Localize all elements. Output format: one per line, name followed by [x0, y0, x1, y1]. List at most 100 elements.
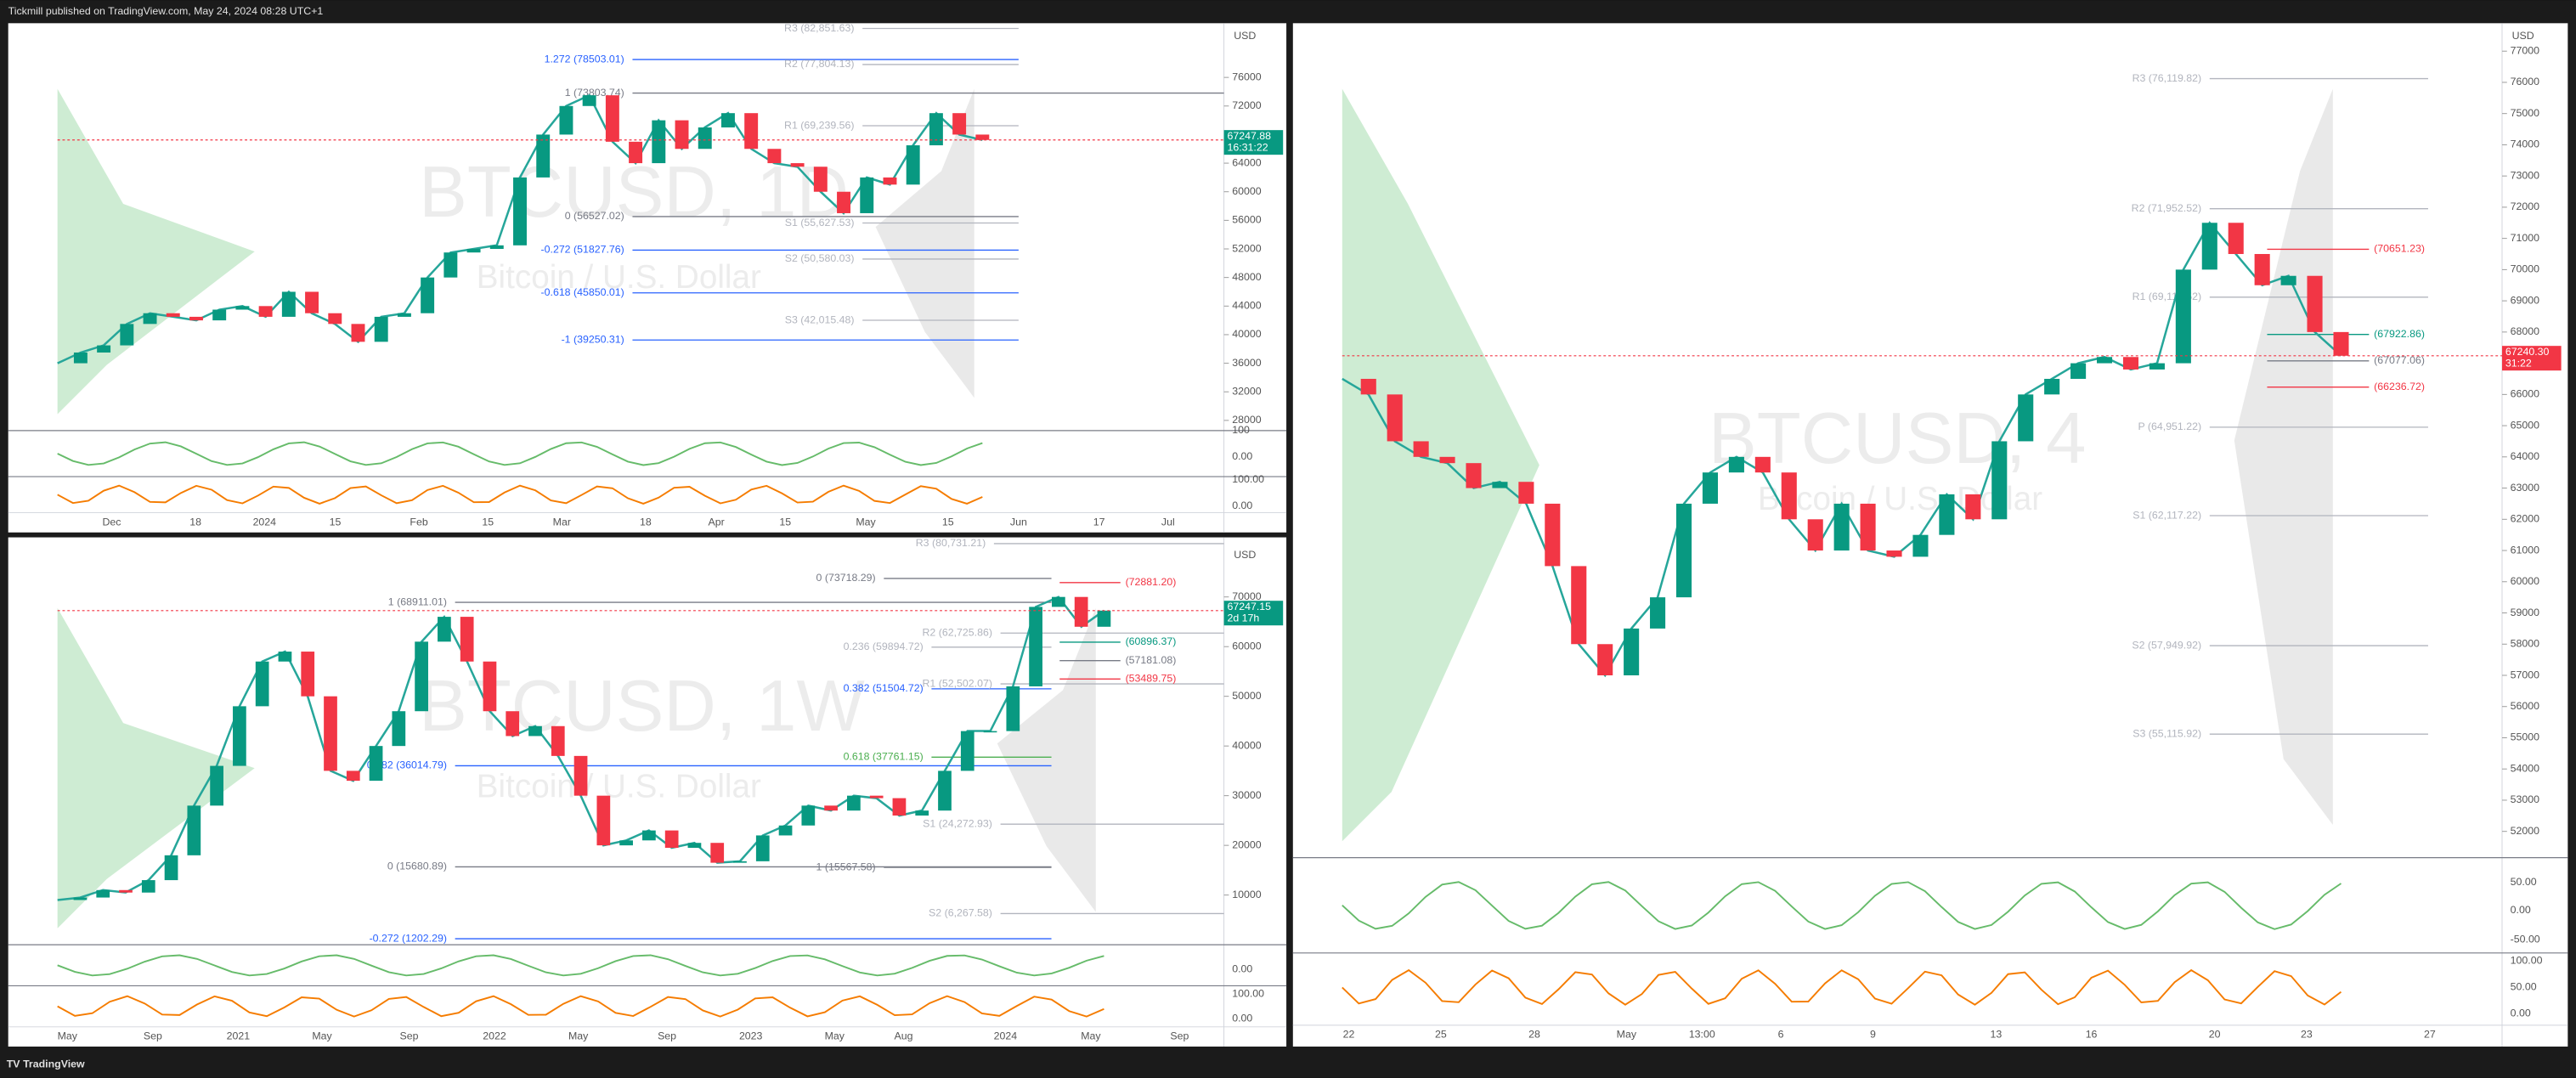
- level-label: R3 (76,119.82): [2133, 72, 2202, 84]
- indicator-tick-label: 0.00: [2511, 1007, 2531, 1019]
- price-tick-label: 60000: [2511, 575, 2539, 587]
- candle: [255, 661, 269, 707]
- indicator-line: [57, 484, 983, 505]
- indicator-tick-label: 50.00: [2511, 981, 2537, 993]
- candle: [212, 309, 227, 321]
- time-label: 2023: [739, 1030, 763, 1042]
- candle: [536, 134, 551, 178]
- candle: [489, 245, 504, 250]
- candle: [915, 810, 929, 816]
- candle: [573, 755, 588, 796]
- candle: [278, 652, 292, 662]
- candle: [629, 141, 643, 164]
- candle: [1029, 607, 1042, 686]
- candle: [869, 795, 884, 799]
- last-price-countdown: 31:22: [2505, 358, 2532, 370]
- candle: [929, 113, 943, 146]
- last-price-label: 67247.15: [1227, 601, 1271, 612]
- time-label: Feb: [410, 516, 427, 528]
- time-label: 13:00: [1689, 1029, 1715, 1041]
- chart-panel: BTCUSD, 1D Bitcoin / U.S. Dollar USD 76000 7…: [8, 22, 1287, 533]
- indicator-tick-label: 100.00: [1232, 987, 1264, 999]
- time-label: May: [58, 1030, 78, 1042]
- price-tick-label: 77000: [2511, 44, 2539, 56]
- level-label: -0.618 (45850.01): [541, 286, 624, 298]
- level-label: (72881.20): [1126, 576, 1177, 588]
- time-label: Sep: [399, 1030, 418, 1042]
- time-label: 2021: [227, 1030, 251, 1042]
- time-label: May: [825, 1030, 845, 1042]
- time-label: 18: [189, 516, 201, 528]
- description-watermark: Bitcoin / U.S. Dollar: [477, 769, 761, 805]
- candle: [1886, 550, 1902, 557]
- price-tick-label: 56000: [1232, 214, 1261, 226]
- time-label: Jul: [1161, 516, 1175, 528]
- candle: [460, 617, 474, 662]
- candle: [983, 731, 997, 733]
- candle: [710, 843, 725, 863]
- price-tick-label: 71000: [2511, 232, 2539, 244]
- time-label: 2024: [994, 1030, 1018, 1042]
- time-label: 17: [1093, 516, 1105, 528]
- price-tick-label: 32000: [1232, 386, 1261, 398]
- candle: [720, 113, 735, 128]
- time-label: Sep: [658, 1030, 676, 1042]
- indicator-tick-label: 100: [1232, 424, 1250, 436]
- price-line: [57, 595, 1105, 901]
- level-label: 1 (68911.01): [388, 595, 447, 607]
- price-tick-label: 66000: [2511, 388, 2539, 400]
- candle: [1518, 482, 1534, 504]
- candle: [2333, 331, 2349, 356]
- volume-profile: [2234, 88, 2333, 825]
- candle: [506, 711, 520, 737]
- candle: [392, 711, 406, 747]
- candle: [664, 830, 679, 849]
- candle: [801, 805, 816, 826]
- candle: [975, 134, 990, 140]
- candle: [528, 725, 542, 737]
- time-label: 23: [2301, 1029, 2313, 1041]
- time-label: Dec: [102, 516, 121, 528]
- price-tick-label: 58000: [2511, 638, 2539, 650]
- level-label: -1 (39250.31): [562, 334, 624, 346]
- last-price-label: 67240.30: [2505, 346, 2550, 358]
- candle: [1624, 628, 1640, 676]
- level-label: 0.618 (37761.15): [844, 751, 924, 763]
- candle: [596, 795, 611, 846]
- level-label: (60896.37): [1126, 635, 1177, 647]
- level-label: R3 (82,851.63): [784, 22, 854, 34]
- candle: [141, 880, 155, 893]
- currency-label: USD: [1234, 30, 1256, 42]
- price-tick-label: 68000: [2511, 325, 2539, 337]
- indicator-tick-label: 0.00: [1232, 962, 1252, 974]
- candle: [235, 306, 250, 310]
- candle: [1650, 597, 1666, 629]
- level-label: (66236.72): [2374, 381, 2425, 392]
- time-label: May: [856, 516, 876, 528]
- candle: [860, 177, 874, 213]
- candle: [1360, 378, 1376, 395]
- level-label: P (64,951.22): [2138, 420, 2201, 432]
- candle: [73, 897, 88, 900]
- candle: [619, 840, 633, 846]
- price-tick-label: 76000: [2511, 76, 2539, 87]
- indicator-tick-label: 0.00: [1232, 499, 1252, 511]
- candle: [415, 641, 428, 712]
- indicator-line: [57, 995, 1104, 1018]
- candle: [120, 324, 134, 346]
- candle: [1991, 441, 2008, 520]
- time-label: May: [1617, 1029, 1637, 1041]
- price-tick-label: 36000: [1232, 357, 1261, 369]
- candle: [346, 770, 360, 782]
- time-label: 16: [2086, 1029, 2098, 1041]
- candle: [755, 835, 770, 861]
- level-label: (70651.23): [2374, 243, 2425, 255]
- indicator-tick-label: 100.00: [2511, 955, 2543, 967]
- candle: [1781, 472, 1797, 520]
- level-label: -0.272 (51827.76): [541, 244, 624, 256]
- level-label: R3 (80,731.21): [916, 537, 986, 549]
- level-label: 0 (56527.02): [565, 210, 624, 222]
- time-label: Sep: [144, 1030, 162, 1042]
- price-tick-label: 56000: [2511, 700, 2539, 712]
